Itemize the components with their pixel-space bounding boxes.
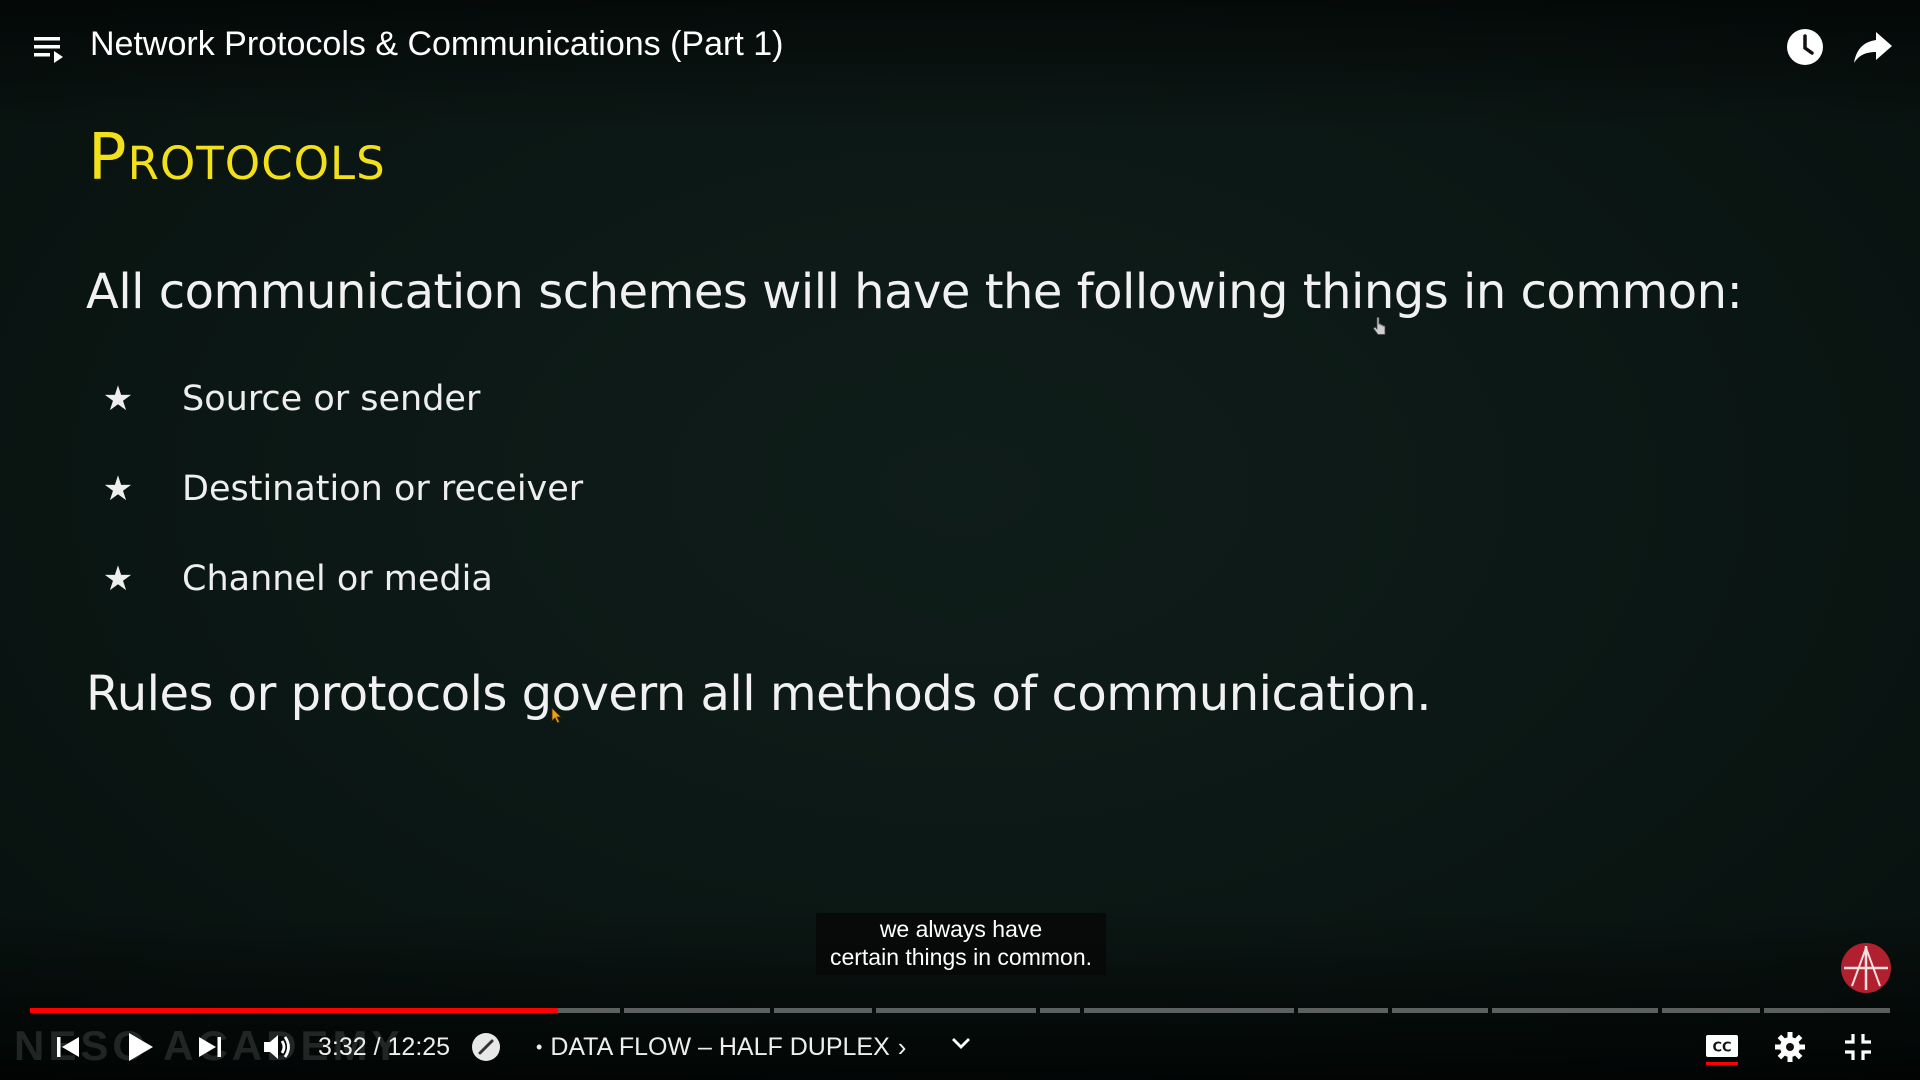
chapter-segment[interactable] [1492,1008,1658,1013]
volume-icon [264,1035,290,1059]
slide-rule: Rules or protocols govern all methods of… [86,666,1431,722]
gear-icon [1775,1032,1805,1062]
chapters-expand-button[interactable] [944,1022,978,1064]
bullet-text: Destination or receiver [182,469,584,509]
slide-intro: All communication schemes will have the … [86,264,1743,320]
previous-button[interactable] [48,1026,88,1068]
subtitle-line-2: certain things in common. [829,944,1093,970]
autoplay-icon [472,1033,500,1061]
play-button[interactable] [118,1026,162,1068]
next-icon [199,1037,221,1057]
bullet-text: Channel or media [182,559,493,599]
chapter-segment[interactable] [624,1008,770,1013]
settings-button[interactable] [1768,1026,1812,1068]
chapter-segment[interactable] [1392,1008,1488,1013]
previous-icon [57,1037,79,1057]
star-icon: ★ [102,379,134,419]
bullet-channel: ★ Channel or media [100,554,493,604]
chapter-title: DATA FLOW – HALF DUPLEX [550,1032,890,1061]
video-title[interactable]: Network Protocols & Communications (Part… [90,25,784,63]
star-icon: ★ [102,469,134,509]
exit-fullscreen-icon [1845,1034,1871,1060]
chevron-down-icon [952,1038,970,1049]
clock-icon [1787,29,1823,65]
top-gradient [0,0,1920,130]
chapter-segment[interactable] [1764,1008,1890,1013]
chapter-dot: • [536,1036,543,1057]
exit-fullscreen-button[interactable] [1836,1026,1880,1068]
chapter-segment[interactable] [1298,1008,1388,1013]
share-button[interactable] [1848,22,1898,72]
chapter-segment[interactable] [1662,1008,1760,1013]
share-icon [1854,32,1892,63]
star-icon: ★ [102,559,134,599]
bullet-destination: ★ Destination or receiver [100,464,583,514]
chevron-right-icon: › [897,1031,907,1062]
captions-icon: CC [1706,1035,1738,1065]
bullet-source: ★ Source or sender [100,374,481,424]
chapter-segment[interactable] [774,1008,872,1013]
bullet-text: Source or sender [182,379,481,419]
watch-later-button[interactable] [1780,22,1830,72]
duration: 12:25 [387,1033,451,1061]
time-display: 3:32 / 12:25 [318,1032,450,1062]
chapter-segment[interactable] [876,1008,1036,1013]
volume-button[interactable] [256,1026,300,1068]
current-time: 3:32 [318,1033,367,1061]
subtitle-line-1: we always have [879,916,1043,942]
slide-heading: Protocols [88,121,386,195]
svg-text:CC: CC [1712,1041,1731,1056]
subtitle-box: we always have certain things in common. [816,913,1106,975]
playlist-button[interactable] [30,30,70,70]
progress-played [30,1008,559,1013]
play-icon [129,1033,153,1061]
pointer-cursor-icon [551,707,562,724]
autoplay-toggle[interactable] [468,1026,504,1068]
playlist-icon [34,37,63,63]
hand-cursor-icon [1372,316,1386,335]
chapter-segment[interactable] [1084,1008,1294,1013]
chapter-segment[interactable] [1040,1008,1080,1013]
channel-logo-icon[interactable] [1840,942,1892,994]
captions-button[interactable]: CC [1700,1026,1744,1068]
progress-bar[interactable] [30,1008,1890,1013]
next-button[interactable] [190,1026,230,1068]
time-separator: / [366,1033,388,1061]
chapter-title-button[interactable]: • DATA FLOW – HALF DUPLEX › [536,1030,906,1064]
